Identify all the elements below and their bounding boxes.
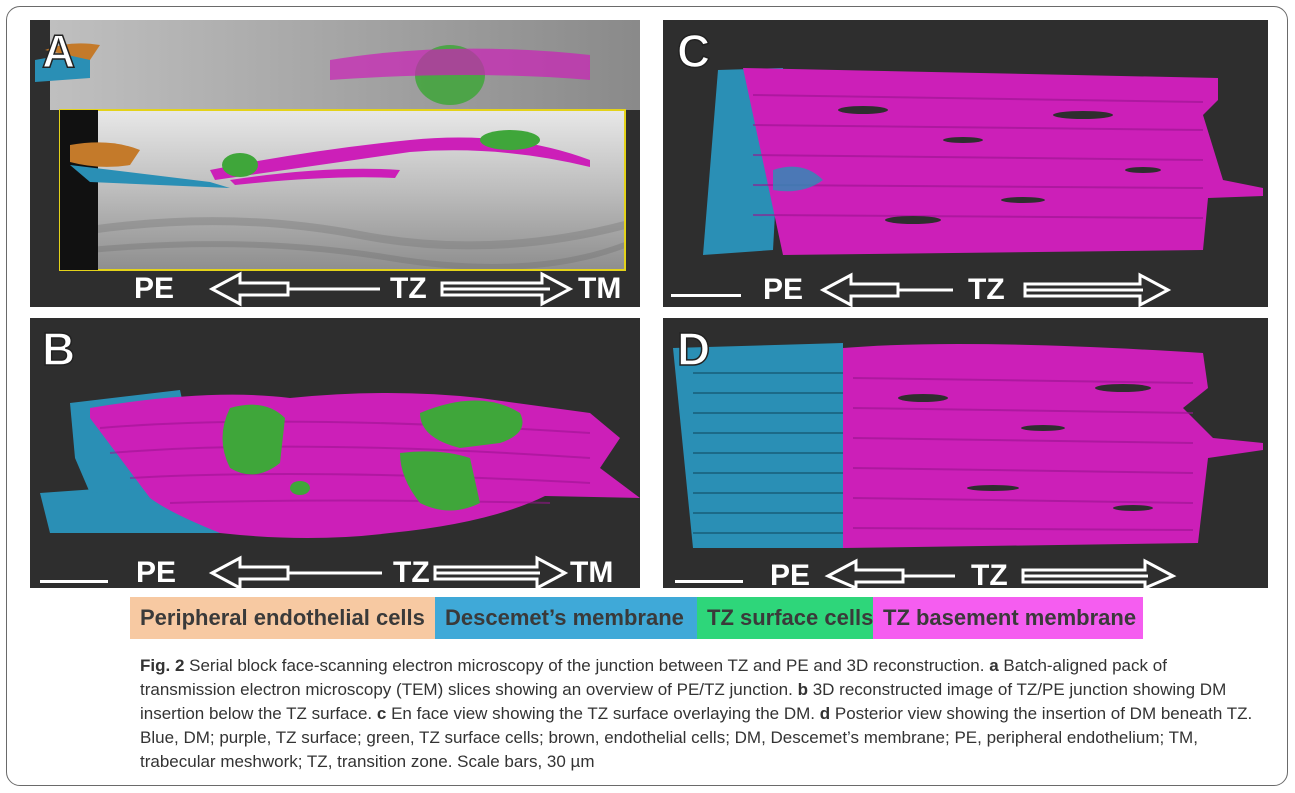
legend-peripheral-endothelial-cells: Peripheral endothelial cells (130, 597, 435, 639)
caption-lead: Serial block face-scanning electron micr… (189, 656, 985, 675)
panel-c-label-pe: PE (763, 273, 804, 306)
panel-c: C PE TZ (663, 20, 1268, 307)
legend-label: Descemet’s membrane (445, 605, 684, 630)
caption-letter-a: a (989, 656, 999, 675)
panel-a-image (35, 20, 640, 307)
panel-b-label-pe: PE (136, 556, 177, 588)
panel-c-image (703, 68, 1263, 307)
panel-d-letter: D (676, 323, 711, 375)
panel-b-letter: B (41, 323, 76, 375)
legend-descemets-membrane: Descemet’s membrane (435, 597, 697, 639)
legend-tz-basement-membrane: TZ basement membrane (873, 597, 1143, 639)
caption-fig-label: Fig. 2 (140, 656, 185, 675)
caption-text-d: Posterior view showing the insertion of … (140, 704, 1253, 771)
panel-c-label-tz: TZ (968, 273, 1005, 306)
panel-b-scale-bar (40, 580, 108, 583)
panel-d-scale-bar (675, 580, 743, 583)
panel-b-label-tz: TZ (393, 556, 430, 588)
panel-a: A PE TZ TM (30, 20, 640, 307)
panel-a-label-tm: TM (578, 272, 622, 305)
figure-caption: Fig. 2 Serial block face-scanning electr… (140, 654, 1265, 774)
legend-label: Peripheral endothelial cells (140, 605, 425, 630)
legend-label: TZ surface cells (707, 605, 874, 630)
legend-label: TZ basement membrane (883, 605, 1137, 630)
caption-text-a: Batch-aligned pack of transmission elect… (140, 656, 1167, 699)
panel-b: B PE TZ TM (30, 318, 640, 588)
panel-b-image (40, 390, 640, 588)
caption-letter-c: c (376, 704, 387, 723)
panel-d: D PE TZ (663, 318, 1268, 588)
panel-c-scale-bar (671, 294, 741, 297)
caption-letter-b: b (797, 680, 808, 699)
panel-d-label-tz: TZ (971, 559, 1008, 589)
caption-letter-d: d (819, 704, 831, 723)
caption-text-c: En face view showing the TZ surface over… (391, 704, 816, 723)
panel-d-label-pe: PE (770, 559, 811, 589)
panel-c-letter: C (676, 25, 711, 77)
panel-a-letter: A (41, 25, 76, 77)
panel-b-label-tm: TM (570, 556, 614, 588)
panel-a-label-tz: TZ (390, 272, 427, 305)
caption-text-b: 3D reconstructed image of TZ/PE junction… (140, 680, 1227, 723)
panel-d-image (673, 343, 1263, 588)
legend-tz-surface-cells: TZ surface cells (697, 597, 873, 639)
panel-a-label-pe: PE (134, 272, 175, 305)
figure-frame (6, 6, 1288, 786)
